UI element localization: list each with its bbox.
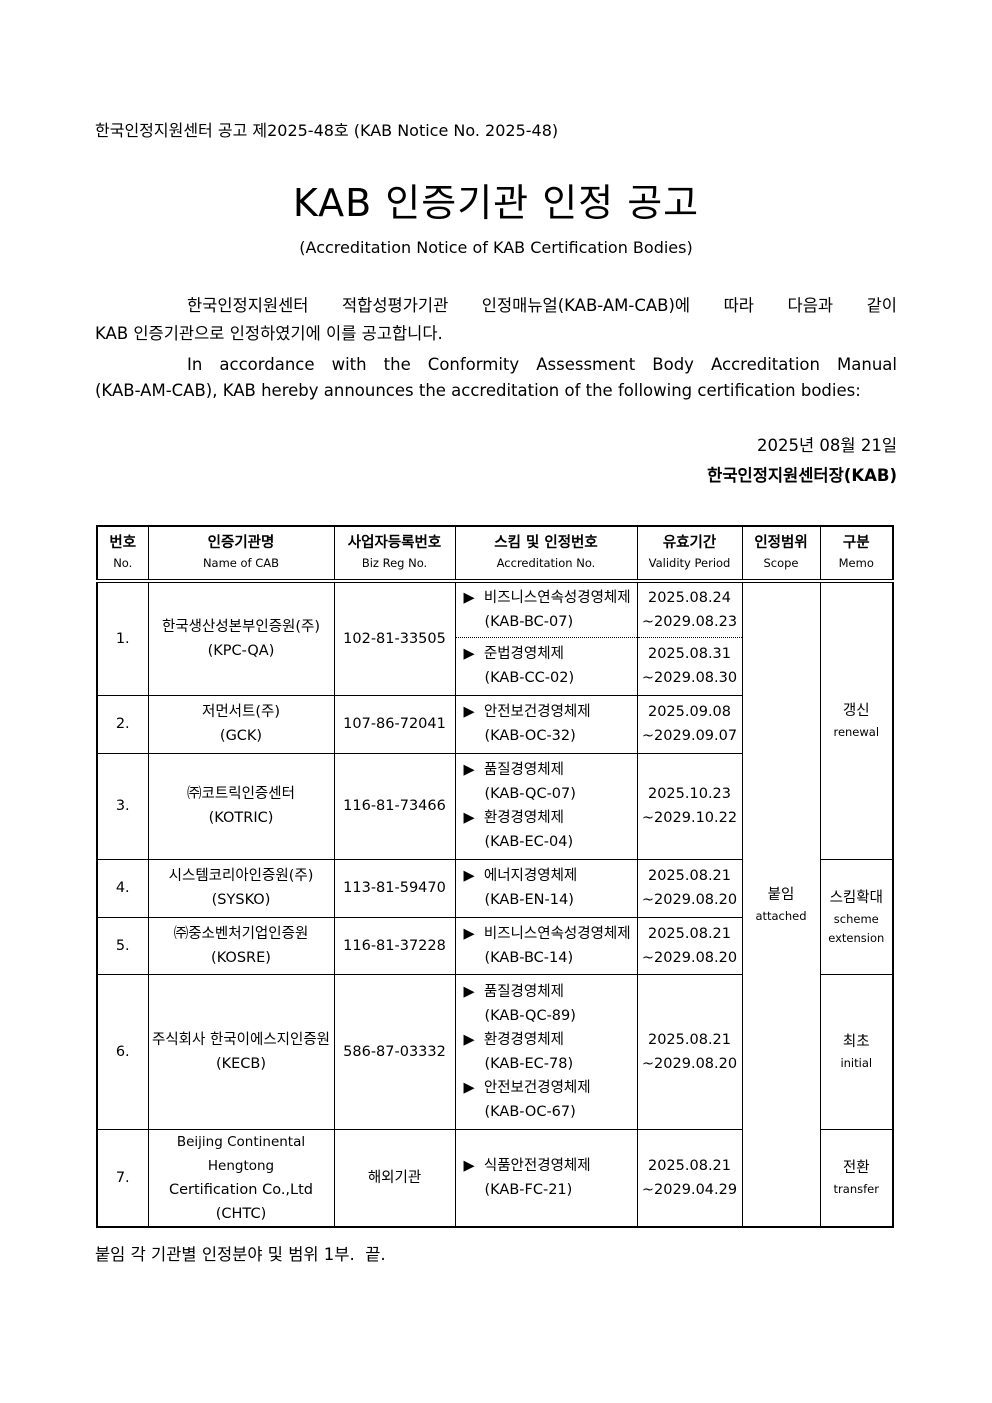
bullet-icon: ▶ <box>463 983 475 1000</box>
cab-name: Beijing Continental Hengtong Certificatio… <box>147 1128 335 1227</box>
scheme: ▶ 품질경영체제 (KAB-QC-89) ▶ 환경경영체제 (KAB-EC-78) ▶ … <box>454 973 638 1130</box>
cab-name: ㈜중소벤처기업인증원 (KOSRE) <box>147 916 335 975</box>
validity-period: 2025.09.08 ~2029.09.07 <box>636 694 743 754</box>
table-row: 7. Beijing Continental Hengtong Certifica… <box>96 1128 894 1227</box>
bullet-icon: ▶ <box>463 810 475 826</box>
biz-reg-no: 586-87-03332 <box>333 973 456 1130</box>
cab-name: ㈜코트릭인증센터 (KOTRIC) <box>147 752 335 860</box>
bullet-icon: ▶ <box>463 1157 475 1174</box>
memo-transfer: 전환 transfer <box>819 1128 894 1227</box>
row-no: 3. <box>96 752 149 860</box>
validity-period: 2025.08.21 ~2029.08.20 <box>636 858 743 918</box>
validity-period: 2025.08.21 ~2029.08.20 <box>636 973 743 1130</box>
row-no: 2. <box>96 694 149 754</box>
header-no: 번호 No. <box>96 525 149 583</box>
header-scope: 인정범위 Scope <box>741 525 821 583</box>
scheme: ▶ 준법경영체제 (KAB-CC-02) <box>454 636 638 696</box>
scheme: ▶ 비즈니스연속성경영체제 (KAB-BC-14) <box>454 916 638 975</box>
bullet-icon: ▶ <box>463 925 475 942</box>
para-line: 한국인정지원센터 적합성평가기관 인정매뉴얼(KAB-AM-CAB)에 따라 다… <box>187 296 897 315</box>
scheme: ▶ 비즈니스연속성경영체제 (KAB-BC-07) <box>454 580 638 638</box>
row-no: 6. <box>96 973 149 1130</box>
biz-reg-no: 102-81-33505 <box>333 580 456 696</box>
cab-name: 한국생산성본부인증원(주) (KPC-QA) <box>147 580 335 696</box>
biz-reg-no: 107-86-72041 <box>333 694 456 754</box>
bullet-icon: ▶ <box>463 1031 475 1048</box>
page-title: KAB 인증기관 인정 공고 <box>292 181 700 225</box>
biz-reg-no: 113-81-59470 <box>333 858 456 918</box>
attachment-note: 붙임 각 기관별 인정분야 및 범위 1부. 끝. <box>95 1245 386 1264</box>
table-row: 4. 시스템코리아인증원(주) (SYSKO) 113-81-59470 ▶ 에너… <box>96 858 894 975</box>
intro-paragraph-korean: 한국인정지원센터 적합성평가기관 인정매뉴얼(KAB-AM-CAB)에 따라 다… <box>95 292 897 348</box>
accreditation-table: 번호 No. 인증기관명 Name of CAB 사업자등록번호 Biz Reg No… <box>96 525 894 1228</box>
para-line: KAB 인증기관으로 인정하였기에 이를 공고합니다. <box>95 324 443 343</box>
biz-reg-no: 116-81-37228 <box>333 916 456 975</box>
cab-name: 주식회사 한국이에스지인증원 (KECB) <box>147 973 335 1130</box>
bullet-icon: ▶ <box>463 1079 475 1096</box>
header-scheme: 스킴 및 인정번호 Accreditation No. <box>454 525 638 583</box>
table-header-row: 번호 No. 인증기관명 Name of CAB 사업자등록번호 Biz Reg No… <box>96 525 894 583</box>
header-validity: 유효기간 Validity Period <box>636 525 743 583</box>
bullet-icon: ▶ <box>463 704 475 720</box>
header-reg: 사업자등록번호 Biz Reg No. <box>333 525 456 583</box>
validity-period: 2025.08.21 ~2029.04.29 <box>636 1128 743 1227</box>
notice-number: 한국인정지원센터 공고 제2025-48호 (KAB Notice No. 20… <box>95 121 559 140</box>
validity-period: 2025.10.23 ~2029.10.22 <box>636 752 743 860</box>
table-row: 1. 한국생산성본부인증원(주) (KPC-QA) 102-81-33505 ▶ … <box>96 580 894 1227</box>
bullet-icon: ▶ <box>463 646 475 662</box>
table-row: ▶ 준법경영체제 (KAB-CC-02) 2025.08.31 ~2029.08.3… <box>97 636 893 696</box>
biz-reg-no: 116-81-73466 <box>333 752 456 860</box>
cab-name: 저먼서트(주) (GCK) <box>147 694 335 754</box>
intro-paragraph-english: In accordance with the Conformity Assess… <box>95 352 897 404</box>
memo-initial: 최초 initial <box>819 973 894 1130</box>
row-no: 7. <box>96 1128 149 1227</box>
header-name: 인증기관명 Name of CAB <box>147 525 335 583</box>
bullet-icon: ▶ <box>463 868 475 884</box>
para-line: (KAB-AM-CAB), KAB hereby announces the a… <box>95 381 861 400</box>
page-subtitle: (Accreditation Notice of KAB Certificati… <box>299 238 693 257</box>
validity-period: 2025.08.21 ~2029.08.20 <box>636 916 743 975</box>
scope-cell: 붙임 attached <box>741 580 821 1227</box>
table-row: 3. ㈜코트릭인증센터 (KOTRIC) 116-81-73466 ▶ 품질경영체… <box>96 752 893 860</box>
memo-renewal: 갱신 renewal <box>819 580 894 860</box>
validity-period: 2025.08.24 ~2029.08.23 <box>636 580 743 638</box>
bullet-icon: ▶ <box>463 589 475 606</box>
table-row: 6. 주식회사 한국이에스지인증원 (KECB) 586-87-03332 ▶ 품… <box>96 973 894 1130</box>
scheme: ▶ 안전보건경영체제 (KAB-OC-32) <box>454 694 638 754</box>
issuer: 한국인정지원센터장(KAB) <box>707 466 897 485</box>
row-no: 5. <box>96 916 149 975</box>
biz-reg-no: 해외기관 <box>333 1128 456 1227</box>
memo-scheme-extension: 스킴확대 scheme extension <box>819 858 894 975</box>
header-memo: 구분 Memo <box>819 525 894 583</box>
para-line: In accordance with the Conformity Assess… <box>187 355 897 374</box>
row-no: 1. <box>96 580 149 696</box>
row-no: 4. <box>96 858 149 918</box>
bullet-icon: ▶ <box>463 762 475 778</box>
notice-date: 2025년 08월 21일 <box>756 436 897 455</box>
cab-name: 시스템코리아인증원(주) (SYSKO) <box>147 858 335 918</box>
table-row: 2. 저먼서트(주) (GCK) 107-86-72041 ▶ 안전보건경영체제(… <box>96 694 893 754</box>
validity-period: 2025.08.31 ~2029.08.30 <box>636 636 743 696</box>
scheme: ▶ 에너지경영체제 (KAB-EN-14) <box>454 858 638 918</box>
scheme: ▶ 품질경영체제 (KAB-QC-07) ▶ 환경경영체제 (KAB-EC-04) <box>454 752 638 860</box>
table-row: 5. ㈜중소벤처기업인증원 (KOSRE) 116-81-37228 ▶ 비즈니스… <box>96 916 893 975</box>
scheme: ▶ 식품안전경영체제 (KAB-FC-21) <box>454 1128 638 1227</box>
